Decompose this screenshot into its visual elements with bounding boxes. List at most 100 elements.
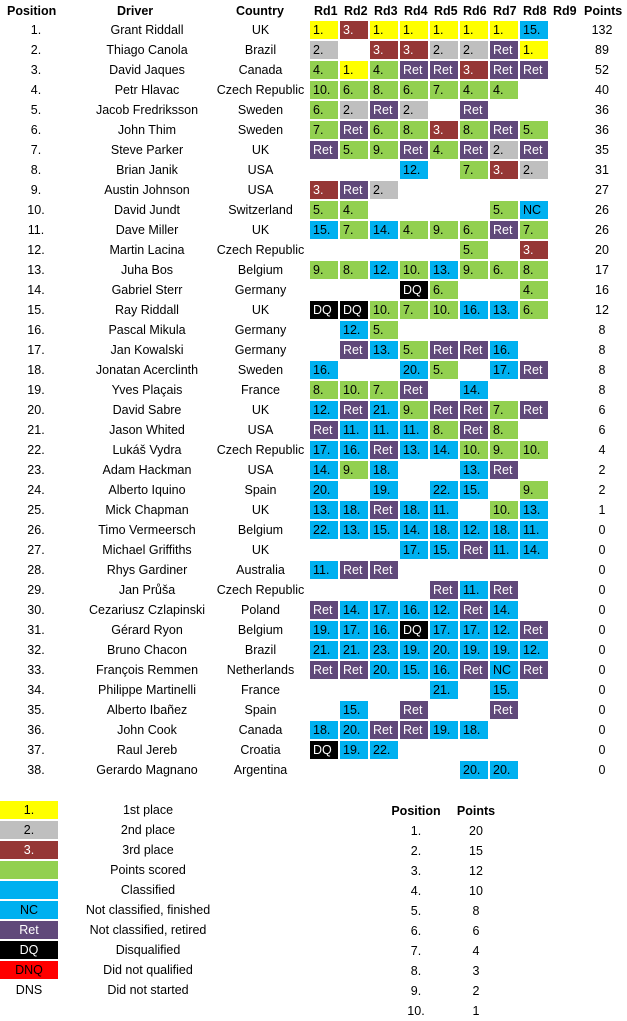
round-result-cell: 9. (340, 461, 368, 479)
row-points: 12 (595, 303, 609, 317)
round-result-cell: Ret (460, 421, 488, 439)
row-points: 27 (595, 183, 609, 197)
round-result-cell: 20. (430, 641, 458, 659)
row-driver: Jan Kowalski (110, 343, 184, 357)
row-position: 23. (27, 463, 45, 477)
legend-label: Classified (120, 883, 176, 897)
table-row: 8. Brian Janik USA 12. 7. 3. 2. 31 (0, 160, 627, 180)
legend-label: Did not qualified (103, 963, 193, 977)
row-driver: Ray Riddall (115, 303, 179, 317)
round-result-cell: DQ (310, 741, 338, 759)
round-result-cell: 3. (520, 241, 548, 259)
header-rd2: Rd2 (344, 4, 368, 18)
round-result-cell: 6. (430, 281, 458, 299)
table-row: 17. Jan Kowalski Germany Ret 13. 5. Ret Ret 16. 8 (0, 340, 627, 360)
row-country: UK (251, 403, 270, 417)
round-result-cell: 12. (520, 641, 548, 659)
header-rd7: Rd7 (493, 4, 517, 18)
legend-swatch: DQ (0, 941, 58, 959)
round-result-cell: 20. (400, 361, 428, 379)
row-position: 32. (27, 643, 45, 657)
row-country: Czech Republic (216, 583, 305, 597)
row-position: 15. (27, 303, 45, 317)
points-scale-points: 3 (472, 964, 480, 978)
row-driver: Alberto Iquino (108, 483, 186, 497)
round-result-cell: 16. (340, 441, 368, 459)
round-result-cell: 1. (520, 41, 548, 59)
round-result-cell: 9. (460, 261, 488, 279)
round-result-cell: Ret (490, 701, 518, 719)
round-result-cell: 3. (340, 21, 368, 39)
round-result-cell: Ret (490, 121, 518, 139)
round-result-cell: 20. (490, 761, 518, 779)
table-row: 11. Dave Miller UK 15. 7. 14. 4. 9. 6. Ret 7. 26 (0, 220, 627, 240)
round-result-cell: 11. (520, 521, 548, 539)
row-driver: Jacob Fredriksson (95, 103, 199, 117)
row-position: 24. (27, 483, 45, 497)
row-position: 6. (30, 123, 42, 137)
round-result-cell: 3. (310, 181, 338, 199)
table-row: 14. Gabriel Sterr Germany DQ 6. 4. 16 (0, 280, 627, 300)
round-result-cell: 15. (370, 521, 398, 539)
round-result-cell: 14. (460, 381, 488, 399)
row-driver: Pascal Mikula (108, 323, 186, 337)
round-result-cell: Ret (370, 561, 398, 579)
table-row: 31. Gérard Ryon Belgium 19. 17. 16. DQ 17. 17. 12… (0, 620, 627, 640)
round-result-cell: Ret (340, 561, 368, 579)
round-result-cell: Ret (310, 661, 338, 679)
row-position: 36. (27, 723, 45, 737)
round-result-cell: 9. (430, 221, 458, 239)
points-scale-position: 1. (410, 824, 422, 838)
table-row: 7. Steve Parker UK Ret 5. 9. Ret 4. Ret 2. Ret 35 (0, 140, 627, 160)
round-result-cell: 20. (460, 761, 488, 779)
round-result-cell: Ret (460, 101, 488, 119)
row-position: 30. (27, 603, 45, 617)
round-result-cell: 18. (340, 501, 368, 519)
round-result-cell: 5. (460, 241, 488, 259)
round-result-cell: 14. (490, 601, 518, 619)
round-result-cell: 16. (310, 361, 338, 379)
legend-swatch (0, 861, 58, 879)
round-result-cell: Ret (370, 501, 398, 519)
round-result-cell: 15. (490, 681, 518, 699)
row-points: 0 (598, 523, 606, 537)
round-result-cell: 15. (430, 541, 458, 559)
row-driver: Thiago Canola (106, 43, 188, 57)
round-result-cell: 11. (310, 561, 338, 579)
row-points: 0 (598, 763, 606, 777)
row-position: 2. (30, 43, 42, 57)
round-result-cell: 11. (400, 421, 428, 439)
round-result-cell: 13. (490, 301, 518, 319)
row-driver: John Cook (117, 723, 177, 737)
row-points: 0 (598, 663, 606, 677)
row-points: 35 (595, 143, 609, 157)
table-row: 21. Jason Whited USA Ret 11. 11. 11. 8. Ret 8. 6 (0, 420, 627, 440)
round-result-cell: Ret (490, 581, 518, 599)
row-driver: Juha Bos (120, 263, 174, 277)
row-country: Germany (234, 343, 287, 357)
row-points: 2 (598, 463, 606, 477)
points-scale-points: 15 (469, 844, 483, 858)
round-result-cell: 12. (310, 401, 338, 419)
round-result-cell: 1. (430, 21, 458, 39)
row-position: 20. (27, 403, 45, 417)
round-result-cell: 17. (370, 601, 398, 619)
legend-label: Points scored (110, 863, 186, 877)
row-points: 0 (598, 723, 606, 737)
row-points: 20 (595, 243, 609, 257)
row-driver: Rhys Gardiner (106, 563, 188, 577)
round-result-cell: 2. (370, 181, 398, 199)
round-result-cell: 13. (430, 261, 458, 279)
round-result-cell: 2. (430, 41, 458, 59)
row-country: Canada (238, 723, 283, 737)
round-result-cell: Ret (460, 341, 488, 359)
row-points: 0 (598, 743, 606, 757)
round-result-cell: 17. (430, 621, 458, 639)
row-points: 132 (591, 23, 613, 37)
round-result-cell: 14. (340, 601, 368, 619)
row-points: 2 (598, 483, 606, 497)
round-result-cell: 4. (430, 141, 458, 159)
table-row: 35. Alberto Ibañez Spain 15. Ret Ret 0 (0, 700, 627, 720)
row-country: France (241, 683, 280, 697)
row-points: 8 (598, 343, 606, 357)
